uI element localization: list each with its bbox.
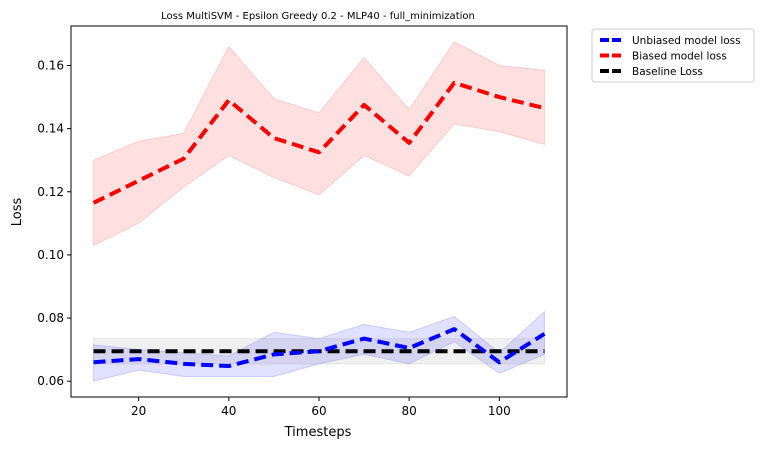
y-axis-ticks: 0.06 0.08 0.10 0.12 0.14 0.16	[37, 58, 71, 388]
unbiased-model-loss-legend-label: Unbiased model loss	[632, 35, 741, 47]
x-axis-label: Timesteps	[284, 425, 352, 440]
y-axis-label: Loss	[10, 198, 25, 227]
confidence-bands	[93, 41, 545, 382]
x-tick-label: 20	[131, 404, 146, 418]
x-tick-label: 60	[311, 404, 326, 418]
biased-model-loss-legend-label: Biased model loss	[632, 51, 727, 63]
y-tick-label: 0.14	[37, 122, 64, 136]
biased-model-loss-line	[92, 80, 545, 205]
legend: Unbiased model loss Biased model loss Base…	[591, 28, 755, 83]
y-tick-label: 0.08	[37, 311, 64, 325]
y-tick-label: 0.12	[37, 185, 64, 199]
series-lines	[92, 80, 546, 369]
x-axis-ticks: 20 40 60 80 100	[131, 397, 511, 418]
y-tick-label: 0.06	[37, 374, 64, 388]
x-tick-label: 40	[221, 404, 236, 418]
biased-model-loss-band	[93, 41, 545, 247]
chart-title: Loss MultiSVM - Epsilon Greedy 0.2 - MLP…	[161, 11, 475, 22]
x-tick-label: 80	[402, 404, 417, 418]
unbiased-model-loss-line	[93, 327, 546, 369]
x-tick-label: 100	[488, 404, 511, 418]
baseline-loss-legend-label: Baseline Loss	[632, 66, 703, 78]
legend-frame	[591, 28, 755, 83]
y-tick-label: 0.10	[37, 248, 64, 262]
y-tick-label: 0.16	[37, 58, 64, 72]
